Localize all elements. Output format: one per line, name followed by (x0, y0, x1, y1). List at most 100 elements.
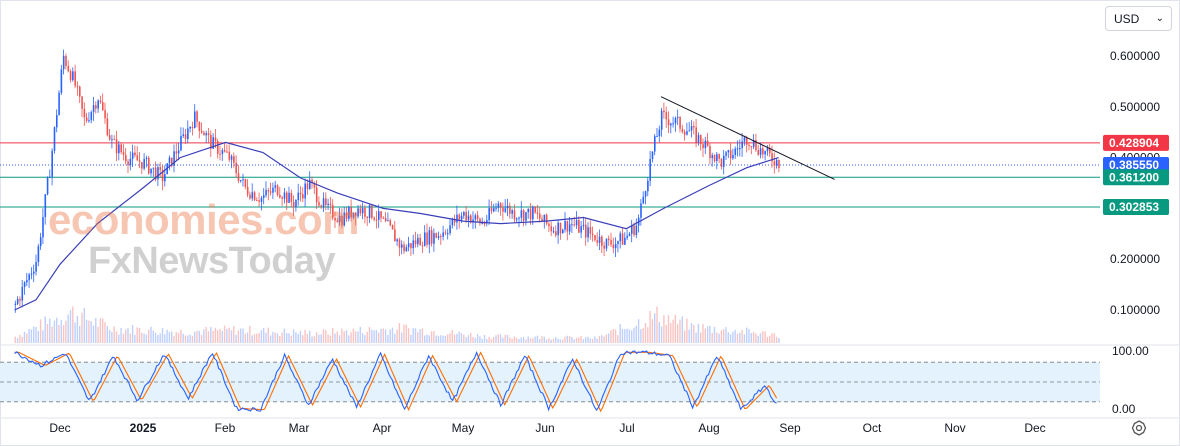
volume-bar (391, 327, 394, 343)
candle-body (384, 218, 387, 222)
candle-body (504, 208, 507, 212)
volume-bar (39, 319, 42, 343)
candle-body (722, 155, 725, 167)
volume-bar (644, 323, 647, 343)
candle-body (444, 232, 447, 234)
candle-body (651, 151, 654, 160)
candle-body (159, 167, 162, 171)
price-level-badge (1103, 169, 1169, 186)
candle-body (718, 154, 720, 159)
candle-body (433, 233, 435, 244)
volume-bar (635, 325, 637, 343)
candle-body (285, 192, 288, 203)
candle-body (161, 170, 164, 182)
price-axis-tick-label: 0.500000 (1110, 100, 1160, 114)
candle-body (451, 218, 454, 226)
candle-body (237, 173, 240, 182)
candle-body (543, 214, 546, 222)
volume-bar (709, 325, 711, 343)
volume-bar (653, 313, 656, 343)
volume-bar (699, 332, 702, 343)
candle-body (750, 145, 753, 147)
candle-body (147, 157, 150, 174)
candle-body (674, 117, 677, 124)
candle-body (490, 208, 493, 212)
candle-body (251, 192, 254, 199)
volume-bar (545, 339, 548, 343)
candle-body (131, 152, 134, 159)
volume-bar (775, 336, 778, 343)
price-level-label: 0.385550 (1109, 158, 1159, 172)
volume-bar (138, 328, 141, 343)
volume-bar (437, 335, 440, 343)
volume-bar (292, 329, 295, 343)
descending-trendline[interactable] (660, 96, 835, 180)
candle-body (440, 236, 442, 238)
volume-bar (193, 331, 196, 343)
volume-bar (350, 332, 352, 343)
candle-body (716, 154, 718, 161)
time-axis-tick-label: Apr (373, 421, 392, 435)
volume-bar (136, 327, 138, 343)
candle-body (396, 239, 398, 242)
volume-bar (446, 334, 449, 343)
candle-body (368, 205, 371, 218)
candle-body (713, 155, 716, 161)
candle-body (550, 226, 553, 232)
volume-bar (444, 335, 447, 343)
volume-bar (290, 335, 292, 343)
volume-bar (472, 337, 474, 343)
volume-bar (253, 334, 256, 343)
volume-bar (426, 334, 428, 343)
volume-bar (221, 331, 223, 343)
volume-bar (260, 330, 263, 343)
volume-bar (285, 333, 288, 343)
candle-body (446, 233, 449, 235)
candle-body (373, 217, 375, 220)
volume-bar (548, 338, 550, 343)
volume-bar (269, 335, 272, 343)
volume-bar (113, 326, 115, 343)
candle-body (412, 240, 415, 249)
volume-bar (147, 329, 150, 343)
volume-bar (543, 336, 545, 343)
candle-body (598, 236, 601, 243)
candle-body (168, 157, 171, 164)
candle-body (260, 197, 263, 202)
candle-body (649, 159, 651, 181)
gear-icon[interactable] (1131, 420, 1147, 436)
candle-body (60, 69, 63, 93)
candle-body (757, 150, 760, 155)
price-level-label: 0.361200 (1109, 170, 1159, 184)
volume-bar (357, 331, 359, 343)
volume-bar (97, 326, 99, 343)
volume-bar (656, 306, 658, 343)
volume-bar (315, 332, 318, 343)
volume-bar (189, 334, 191, 343)
candle-body (591, 233, 594, 236)
candle-body (764, 151, 766, 155)
volume-bar (695, 332, 697, 343)
volume-bar (665, 324, 667, 343)
candle-body (506, 205, 509, 209)
candle-body (221, 150, 224, 154)
candle-body (775, 159, 778, 166)
volume-bar (318, 334, 320, 343)
volume-bar (295, 332, 297, 343)
candle-body (334, 217, 336, 221)
volume-bar (683, 330, 686, 343)
volume-bar (104, 322, 106, 343)
candle-body (366, 216, 369, 218)
volume-bar (463, 334, 465, 343)
volume-bar (649, 310, 651, 343)
volume-bar (729, 334, 732, 343)
volume-bar (718, 333, 720, 343)
candle-body (262, 195, 265, 198)
volume-bar (154, 332, 157, 343)
volume-bar (458, 331, 460, 343)
volume-bar (511, 338, 513, 343)
currency-dropdown[interactable]: USD ⌄ (1105, 6, 1172, 31)
candle-body (92, 105, 95, 113)
volume-bar (481, 338, 483, 343)
